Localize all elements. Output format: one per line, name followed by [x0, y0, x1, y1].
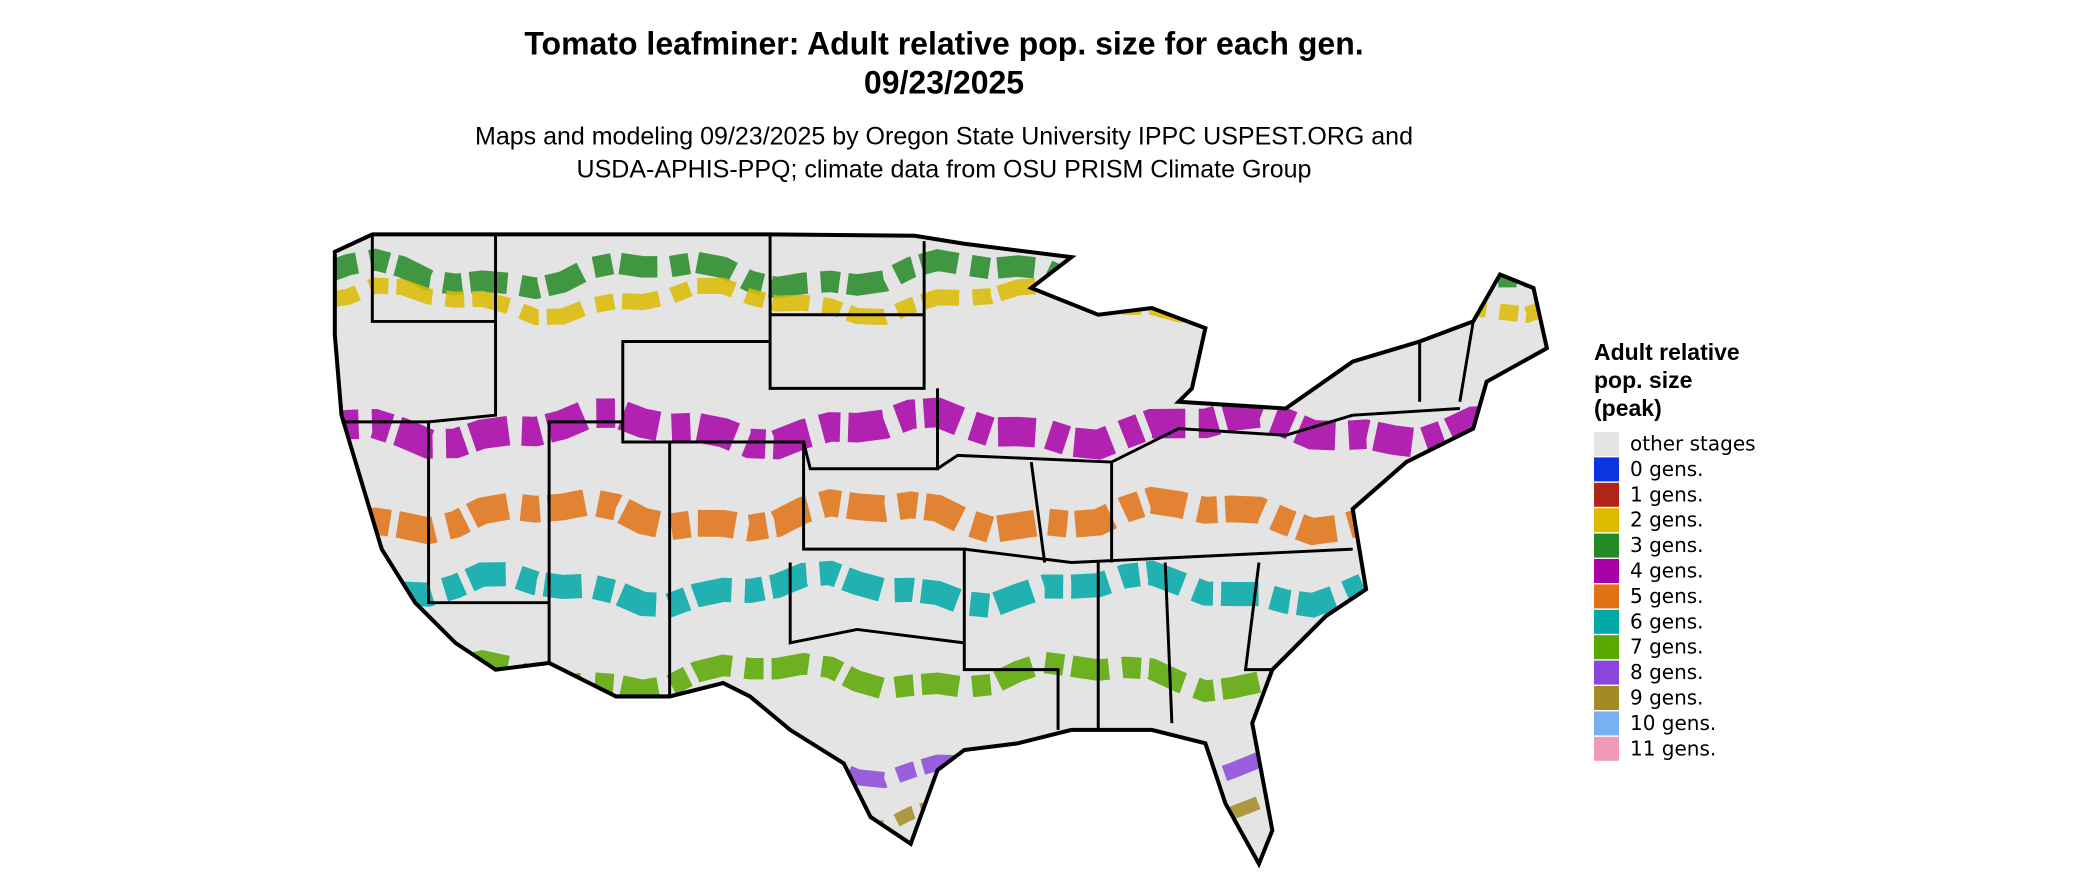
- title: Tomato leafminer: Adult relative pop. si…: [524, 25, 1363, 61]
- legend-swatch: [1594, 508, 1619, 533]
- legend-label: 11 gens.: [1630, 736, 1716, 760]
- legend-swatch: [1594, 482, 1619, 507]
- legend-label: 2 gens.: [1630, 508, 1704, 532]
- legend-title: (peak): [1594, 395, 1662, 421]
- legend-label: 0 gens.: [1630, 457, 1704, 481]
- legend-label: 5 gens.: [1630, 584, 1704, 608]
- legend-label: 9 gens.: [1630, 686, 1704, 710]
- title: 09/23/2025: [864, 64, 1024, 100]
- legend-swatch: [1594, 609, 1619, 634]
- legend-label: 1 gens.: [1630, 482, 1704, 506]
- gen-band: [334, 485, 1547, 546]
- gen-band: [334, 397, 1547, 460]
- legend-swatch: [1594, 736, 1619, 761]
- gen-band: [334, 277, 1547, 326]
- legend-swatch: [1594, 533, 1619, 558]
- header: Tomato leafminer: Adult relative pop. si…: [475, 25, 1413, 183]
- legend-swatch: [1594, 559, 1619, 583]
- legend-label: other stages: [1630, 432, 1756, 456]
- legend-label: 8 gens.: [1630, 660, 1704, 684]
- us-map: [321, 234, 1580, 863]
- legend-swatch: [1594, 660, 1619, 685]
- gen-band: [334, 560, 1547, 619]
- legend-title: Adult relative: [1594, 339, 1740, 365]
- legend-swatch: [1594, 432, 1619, 456]
- subtitle: Maps and modeling 09/23/2025 by Oregon S…: [475, 123, 1413, 151]
- legend-swatch: [1594, 686, 1619, 710]
- legend-label: 6 gens.: [1630, 609, 1704, 633]
- gen-band: [334, 247, 1547, 303]
- legend-label: 4 gens.: [1630, 559, 1704, 583]
- subtitle: USDA-APHIS-PPQ; climate data from OSU PR…: [577, 156, 1312, 184]
- legend-label: 7 gens.: [1630, 635, 1704, 659]
- legend-swatch: [1594, 711, 1619, 736]
- legend-swatch: [1594, 457, 1619, 482]
- legend-swatch: [1594, 635, 1619, 660]
- state-borders: [335, 234, 1547, 863]
- legend-swatch: [1594, 584, 1619, 609]
- legend-label: 10 gens.: [1630, 711, 1716, 735]
- gen-band: [334, 793, 1547, 840]
- legend-title: pop. size: [1594, 367, 1692, 393]
- legend-label: 3 gens.: [1630, 533, 1704, 557]
